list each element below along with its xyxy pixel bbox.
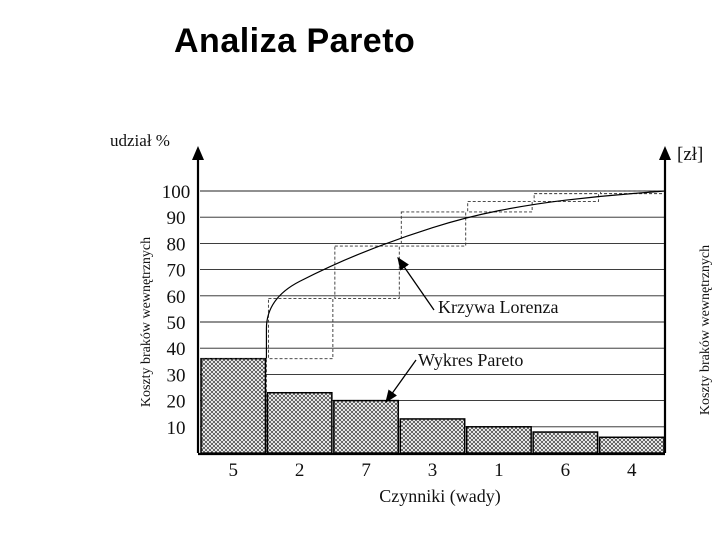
x-category-label: 1 (494, 460, 504, 481)
pareto-bars (200, 357, 665, 454)
y-tick-label: 10 (167, 418, 186, 439)
cumulative-step (267, 297, 334, 360)
bar-7 (333, 399, 400, 454)
y-right-title: [zł] (677, 144, 703, 165)
lorenz-curve-layer (265, 190, 666, 359)
x-category-labels: 5 2 7 3 1 6 4 (228, 460, 637, 481)
arrow-to-lorenz-curve (397, 256, 435, 311)
y-left-axis-label: Koszty braków wewnętrznych (139, 237, 154, 407)
cumulative-step (334, 245, 400, 299)
y-tick-label: 40 (167, 339, 186, 360)
x-axis-label: Czynniki (wady) (379, 486, 500, 507)
y-tick-label: 60 (167, 287, 186, 308)
slide-title: Analiza Pareto (174, 22, 416, 60)
x-category-label: 6 (561, 460, 571, 481)
cumulative-step (400, 211, 467, 247)
y-tick-label: 70 (167, 261, 186, 282)
y-tick-label: 30 (167, 365, 186, 386)
y-tick-label: 20 (167, 392, 186, 413)
y-axis-left-arrow (192, 146, 204, 160)
lorenz-curve (265, 190, 666, 359)
x-category-label: 3 (428, 460, 438, 481)
bar-5 (200, 357, 267, 454)
cumulative-steps (201, 190, 666, 454)
y-axis-right-arrow (659, 146, 671, 160)
x-category-label: 7 (361, 460, 371, 481)
annotation-wykres-pareto: Wykres Pareto (418, 350, 523, 370)
y-left-title: udział % (110, 131, 170, 150)
axes (192, 146, 671, 456)
annotation-krzywa-lorenza: Krzywa Lorenza (438, 297, 558, 317)
x-category-label: 2 (295, 460, 305, 481)
arrow-to-pareto-bar (385, 359, 417, 404)
y-right-axis-label: Koszty braków wewnętrznych (698, 245, 713, 415)
x-category-label: 5 (228, 460, 238, 481)
cumulative-step (467, 201, 533, 213)
bar-4 (598, 436, 665, 454)
bar-6 (532, 431, 599, 454)
bar-1 (465, 426, 532, 454)
bar-3 (399, 418, 466, 454)
y-tick-label: 80 (167, 234, 186, 255)
x-category-label: 4 (627, 460, 637, 481)
bar-2 (266, 391, 333, 454)
y-tick-label: 50 (167, 313, 186, 334)
y-tick-label: 90 (167, 208, 186, 229)
cumulative-step (533, 193, 600, 202)
gridlines (200, 190, 665, 428)
y-tick-labels: 10 20 30 40 50 60 70 80 90 100 (162, 182, 191, 439)
y-tick-label: 100 (162, 182, 191, 203)
